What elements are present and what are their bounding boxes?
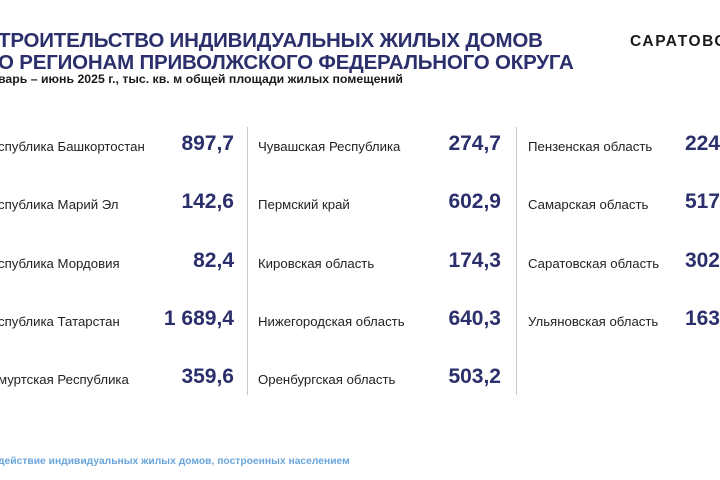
table-row: спублика Башкортостан 897,7 — [0, 126, 234, 156]
region-name: спублика Татарстан — [0, 314, 120, 329]
table-row: спублика Марий Эл 142,6 — [0, 184, 234, 214]
region-name: Пермский край — [258, 197, 350, 212]
table-row: Нижегородская область 640,3 — [258, 301, 501, 331]
table-row: Саратовская область 302 — [528, 243, 720, 273]
region-name: Чувашская Республика — [258, 139, 401, 154]
region-name: Пензенская область — [528, 139, 653, 154]
region-name: Нижегородская область — [258, 314, 405, 329]
table-row: Чувашская Республика 274,7 — [258, 126, 501, 156]
table-row: спублика Татарстан 1 689,4 — [0, 301, 234, 331]
region-value: 359,6 — [181, 365, 234, 388]
footnote: действие индивидуальных жилых домов, пос… — [0, 456, 350, 467]
table-row: Самарская область 517 — [528, 184, 720, 214]
table-row: Оренбургская область 503,2 — [258, 359, 501, 389]
table-row: Пермский край 602,9 — [258, 184, 501, 214]
subtitle: варь – июнь 2025 г., тыс. кв. м общей пл… — [0, 72, 403, 86]
region-value: 602,9 — [448, 190, 501, 213]
region-value: 174,3 — [448, 249, 501, 272]
region-name: спублика Мордовия — [0, 256, 120, 271]
region-value: 1 689,4 — [163, 307, 234, 330]
region-name: Саратовская область — [528, 256, 660, 271]
region-name: спублика Башкортостан — [0, 139, 145, 154]
region-value: 142,6 — [181, 190, 234, 213]
region-name: Оренбургская область — [258, 372, 396, 387]
brand-logo: САРАТОВС — [630, 33, 720, 50]
table-row: муртская Республика 359,6 — [0, 359, 234, 389]
table-row: Пензенская область 224 — [528, 126, 720, 156]
region-name: муртская Республика — [0, 372, 129, 387]
region-name: Кировская область — [258, 256, 375, 271]
column-divider — [516, 127, 517, 395]
title-line-2: О РЕГИОНАМ ПРИВОЛЖСКОГО ФЕДЕРАЛЬНОГО ОКР… — [0, 51, 574, 74]
region-value: 302 — [684, 249, 720, 272]
region-value: 517 — [684, 190, 720, 213]
region-name: спублика Марий Эл — [0, 197, 119, 212]
title: ТРОИТЕЛЬСТВО ИНДИВИДУАЛЬНЫХ ЖИЛЫХ ДОМОВ … — [0, 30, 574, 74]
column-divider — [247, 127, 248, 395]
region-value: 224 — [684, 132, 720, 155]
title-line-1: ТРОИТЕЛЬСТВО ИНДИВИДУАЛЬНЫХ ЖИЛЫХ ДОМОВ — [0, 29, 543, 52]
region-name: Ульяновская область — [528, 314, 659, 329]
region-name: Самарская область — [528, 197, 649, 212]
table-row: Кировская область 174,3 — [258, 243, 501, 273]
region-value: 897,7 — [181, 132, 234, 155]
region-value: 274,7 — [448, 132, 501, 155]
region-value: 163 — [684, 307, 720, 330]
table-row: спублика Мордовия 82,4 — [0, 243, 234, 273]
region-value: 640,3 — [448, 307, 501, 330]
region-value: 82,4 — [193, 249, 234, 272]
table-row: Ульяновская область 163 — [528, 301, 720, 331]
region-value: 503,2 — [448, 365, 501, 388]
